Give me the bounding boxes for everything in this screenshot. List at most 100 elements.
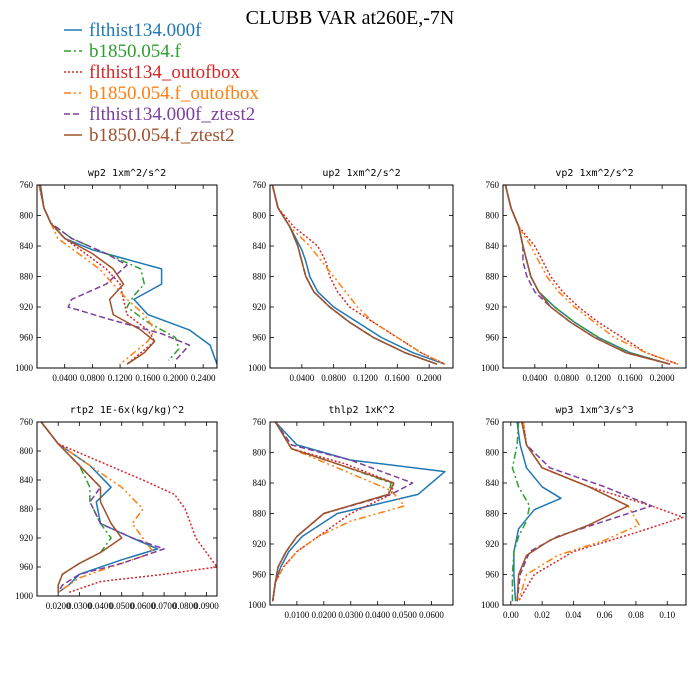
- y-tick-label: 840: [253, 478, 267, 488]
- panel: up2 1xm^2/s^2 760 800 840 880 920 960 1000 0.040…: [248, 168, 454, 383]
- x-tick-label: 0.2000: [163, 373, 188, 383]
- legend-entry: flthist134.000f: [64, 20, 202, 41]
- series-line: [511, 422, 531, 602]
- series-line: [39, 185, 217, 365]
- y-tick-label: 1000: [481, 363, 500, 373]
- y-tick-label: 880: [486, 272, 500, 282]
- y-tick-label: 880: [20, 504, 34, 514]
- x-tick-label: 0.0300: [67, 601, 92, 611]
- y-tick-label: 840: [486, 241, 500, 251]
- plot-frame: [36, 184, 218, 369]
- x-tick-label: 0.1200: [586, 373, 611, 383]
- series-group: [271, 185, 446, 365]
- y-tick-label: 760: [253, 180, 267, 190]
- plot-frame: [269, 184, 454, 369]
- x-tick-label: 0.0600: [131, 601, 156, 611]
- series-line: [38, 185, 156, 365]
- y-tick-label: 960: [20, 562, 34, 572]
- series-line: [516, 422, 653, 602]
- series-line: [271, 185, 446, 365]
- x-tick-label: 0.0400: [88, 601, 113, 611]
- y-tick-label: 800: [486, 448, 500, 458]
- series-line: [271, 185, 438, 365]
- x-tick-label: 0.0800: [173, 601, 198, 611]
- legend-label: b1850.054.f: [89, 41, 182, 62]
- y-tick-label: 760: [486, 180, 500, 190]
- x-tick-label: 0.1200: [353, 373, 378, 383]
- y-tick-label: 1000: [248, 363, 267, 373]
- x-tick-label: 0.0400: [365, 610, 390, 620]
- x-tick-label: 0.1200: [108, 373, 133, 383]
- x-tick-label: 0.0800: [554, 373, 579, 383]
- y-tick-label: 920: [486, 539, 500, 549]
- y-tick-label: 760: [20, 180, 34, 190]
- y-tick-label: 840: [20, 475, 34, 485]
- y-tick-label: 800: [20, 211, 34, 221]
- y-tick-label: 760: [253, 417, 267, 427]
- series-line: [271, 185, 438, 365]
- figure-title: CLUBB VAR at260E,-7N: [246, 7, 455, 29]
- panel-title: vp2 1xm^2/s^2: [555, 168, 633, 179]
- series-line: [40, 422, 217, 594]
- panel-title: thlp2 1xK^2: [328, 405, 394, 416]
- x-tick-label: 0.0200: [311, 610, 336, 620]
- x-tick-label: 0.2000: [650, 373, 675, 383]
- series-line: [504, 185, 671, 365]
- x-tick-label: 0.0800: [80, 373, 105, 383]
- series-group: [511, 422, 684, 602]
- y-tick-label: 1000: [481, 600, 500, 610]
- series-line: [517, 422, 640, 602]
- series-line: [516, 422, 629, 602]
- series-group: [504, 185, 679, 365]
- y-tick-label: 960: [253, 570, 267, 580]
- x-tick-label: 0.0400: [289, 373, 314, 383]
- y-tick-label: 920: [20, 302, 34, 312]
- y-tick-label: 880: [253, 509, 267, 519]
- x-tick-label: 0.06: [597, 610, 613, 620]
- y-tick-label: 920: [20, 533, 34, 543]
- x-tick-label: 0.0500: [109, 601, 134, 611]
- x-tick-label: 0.1600: [385, 373, 410, 383]
- series-line: [39, 185, 180, 361]
- y-tick-label: 960: [20, 333, 34, 343]
- panel: rtp2 1E-6x(kg/kg)^2 760 800 840 880 920 960 100…: [15, 405, 219, 611]
- legend-entry: flthist134.000f_ztest2: [64, 104, 255, 125]
- panel: vp2 1xm^2/s^2 760 800 840 880 920 960 1000 0.040…: [481, 168, 687, 383]
- legend: flthist134.000fb1850.054.fflthist134_out…: [64, 20, 259, 146]
- panels: wp2 1xm^2/s^276080084088092096010000.040…: [15, 168, 687, 620]
- series-line: [271, 422, 406, 602]
- x-tick-label: 0.08: [628, 610, 644, 620]
- series-line: [39, 185, 191, 361]
- x-tick-label: 0.10: [659, 610, 675, 620]
- y-tick-label: 800: [486, 211, 500, 221]
- x-tick-label: 0.0400: [52, 373, 77, 383]
- x-tick-label: 0.0600: [419, 610, 444, 620]
- y-tick-label: 920: [253, 302, 267, 312]
- plot-frame: [502, 421, 687, 606]
- series-line: [271, 422, 395, 602]
- panel-title: wp3 1xm^3/s^3: [555, 405, 633, 416]
- y-tick-label: 800: [253, 448, 267, 458]
- x-tick-label: 0.0200: [46, 601, 71, 611]
- legend-label: flthist134.000f_ztest2: [89, 104, 255, 125]
- series-line: [271, 422, 395, 602]
- x-tick-label: 0.0400: [522, 373, 547, 383]
- x-tick-label: 0.2400: [191, 373, 216, 383]
- plot-frame: [36, 421, 218, 597]
- series-line: [40, 422, 155, 594]
- series-line: [504, 185, 679, 365]
- series-line: [271, 422, 446, 602]
- x-tick-label: 0.0900: [194, 601, 219, 611]
- y-tick-label: 880: [253, 272, 267, 282]
- legend-label: flthist134_outofbox: [89, 62, 240, 83]
- y-tick-label: 800: [20, 446, 34, 456]
- y-tick-label: 880: [20, 272, 34, 282]
- y-tick-label: 840: [486, 478, 500, 488]
- plot-frame: [269, 421, 454, 606]
- x-tick-label: 0.1600: [618, 373, 643, 383]
- series-line: [271, 185, 446, 365]
- series-line: [513, 422, 562, 602]
